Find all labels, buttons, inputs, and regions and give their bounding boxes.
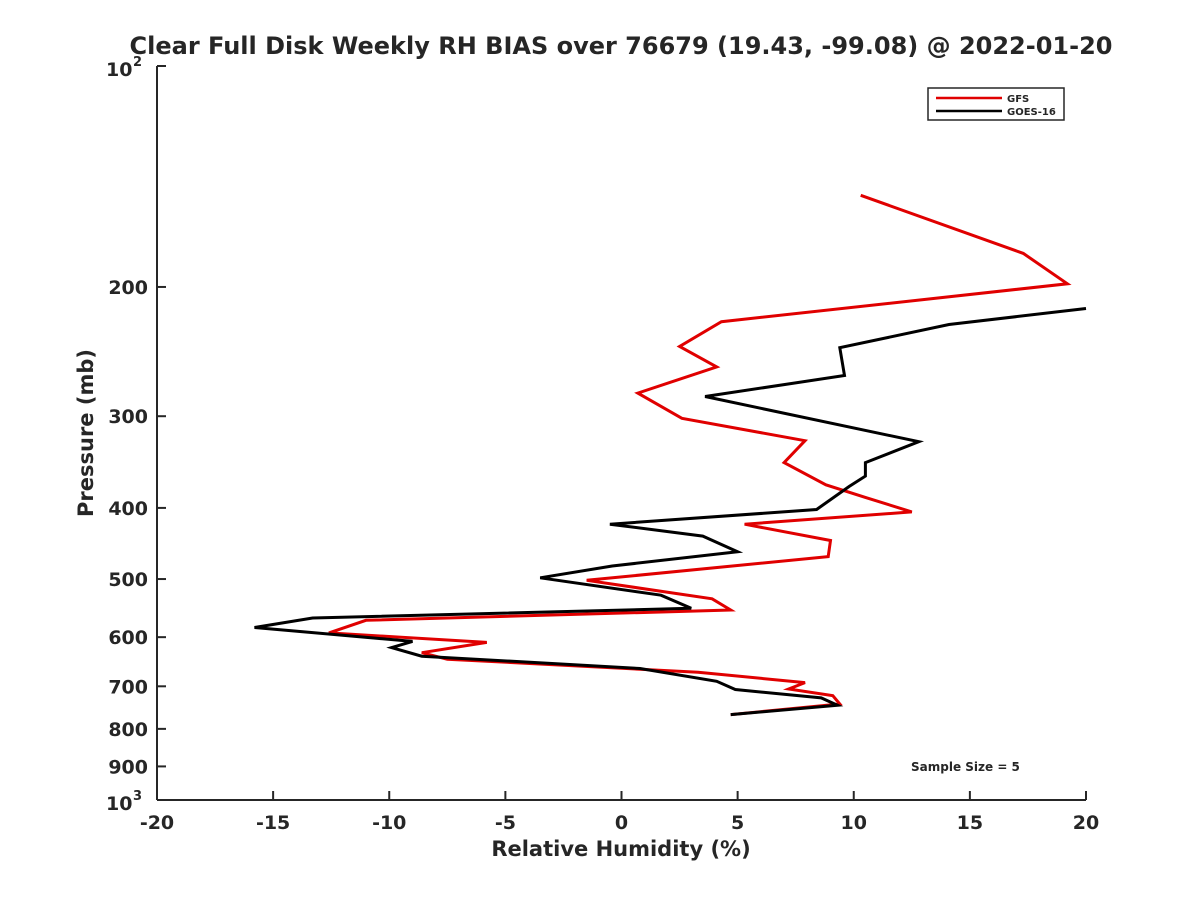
y-tick-label: 200	[108, 277, 148, 299]
y-axis-label: Pressure (mb)	[74, 349, 98, 517]
y-tick-label: 400	[108, 498, 148, 520]
y-bottom-label-exp: 3	[133, 789, 142, 804]
y-bottom-label-base: 10	[106, 793, 132, 815]
x-tick-label: -5	[495, 812, 516, 834]
y-tick-label: 500	[108, 569, 148, 591]
y-tick-label: 700	[108, 676, 148, 698]
x-tick-label: -20	[140, 812, 174, 834]
y-top-label-exp: 2	[133, 55, 142, 70]
legend-label-goes16: GOES-16	[1007, 107, 1056, 118]
y-tick-label: 900	[108, 756, 148, 778]
chart-title: Clear Full Disk Weekly RH BIAS over 7667…	[130, 32, 1113, 60]
x-tick-label: -15	[256, 812, 290, 834]
y-bottom-label: 10 3	[106, 789, 142, 815]
x-axis-label: Relative Humidity (%)	[491, 837, 750, 861]
x-tick-label: 15	[957, 812, 983, 834]
series-line-goes16	[254, 307, 1087, 717]
axes: -20 -15 -10 -5 0 5 10 15 20 200 300 400 500 600 700 80…	[108, 65, 1099, 834]
x-tick-label: -10	[372, 812, 406, 834]
sample-size-annotation: Sample Size = 5	[911, 760, 1020, 774]
y-tick-label: 300	[108, 406, 148, 428]
legend-box	[927, 87, 1065, 121]
legend: GFS GOES-16	[927, 87, 1065, 121]
x-tick-label: 0	[615, 812, 628, 834]
y-tick-label: 600	[108, 627, 148, 649]
y-top-label: 10 2	[106, 55, 142, 81]
x-tick-label: 20	[1073, 812, 1099, 834]
x-ticks: -20 -15 -10 -5 0 5 10 15 20	[140, 791, 1099, 834]
y-minor-ticks	[157, 65, 166, 801]
x-tick-label: 10	[841, 812, 867, 834]
legend-label-gfs: GFS	[1007, 94, 1029, 105]
plot-lines	[254, 193, 1087, 717]
x-tick-label: 5	[731, 812, 744, 834]
series-line-gfs	[328, 193, 1072, 717]
y-ticks: 200 300 400 500 600 700 800 900	[108, 277, 166, 778]
y-tick-label: 800	[108, 719, 148, 741]
y-top-label-base: 10	[106, 59, 132, 81]
